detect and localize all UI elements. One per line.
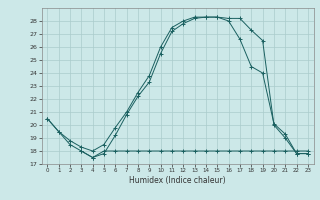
X-axis label: Humidex (Indice chaleur): Humidex (Indice chaleur) [129,176,226,185]
